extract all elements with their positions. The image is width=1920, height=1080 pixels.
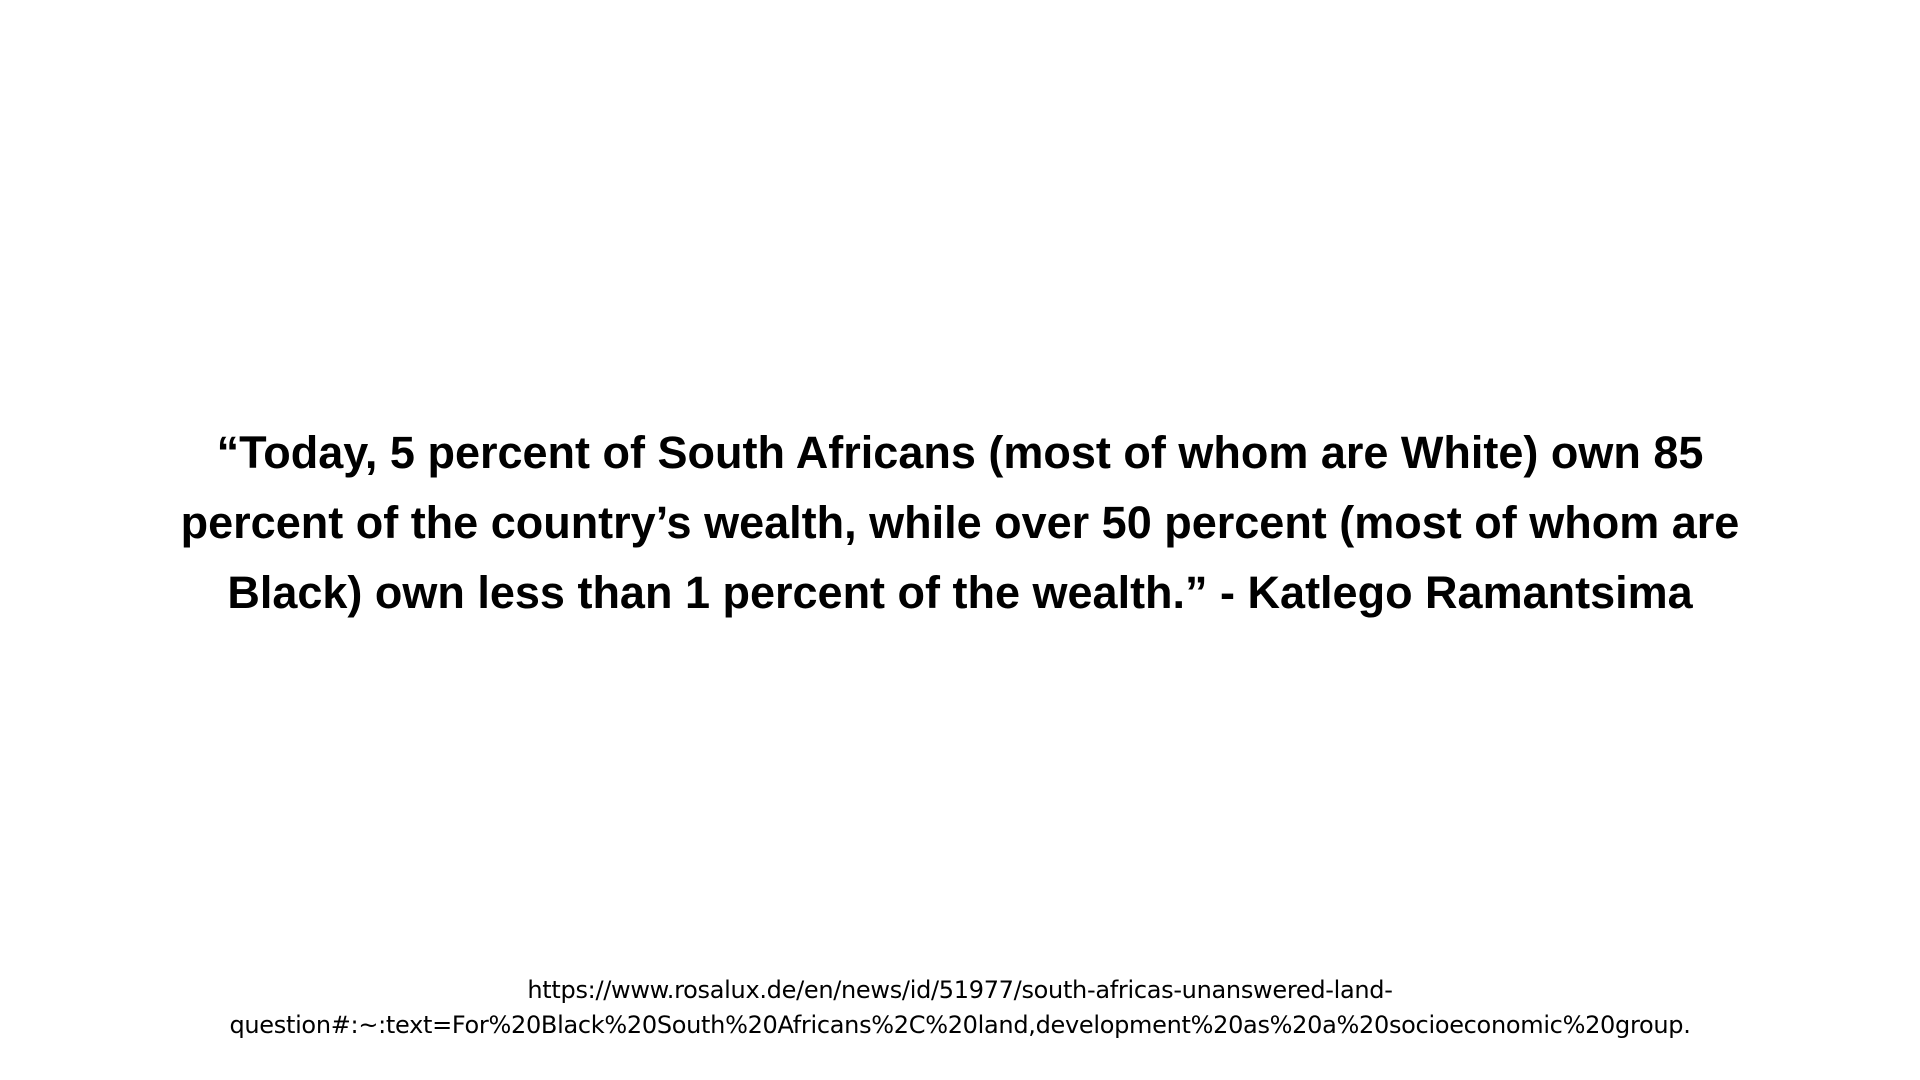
quote-text: “Today, 5 percent of South Africans (mos…: [160, 418, 1760, 628]
quote-line-2: percent of the country’s wealth, while o…: [180, 497, 1740, 548]
quote-line-3: Black) own less than 1 percent of the we…: [227, 567, 1693, 618]
source-url-line-1: https://www.rosalux.de/en/news/id/51977/…: [527, 976, 1393, 1004]
source-url-line-2: question#:~:text=For%20Black%20South%20A…: [229, 1011, 1691, 1039]
source-citation: https://www.rosalux.de/en/news/id/51977/…: [160, 973, 1760, 1043]
quote-line-1: “Today, 5 percent of South Africans (mos…: [216, 427, 1704, 478]
